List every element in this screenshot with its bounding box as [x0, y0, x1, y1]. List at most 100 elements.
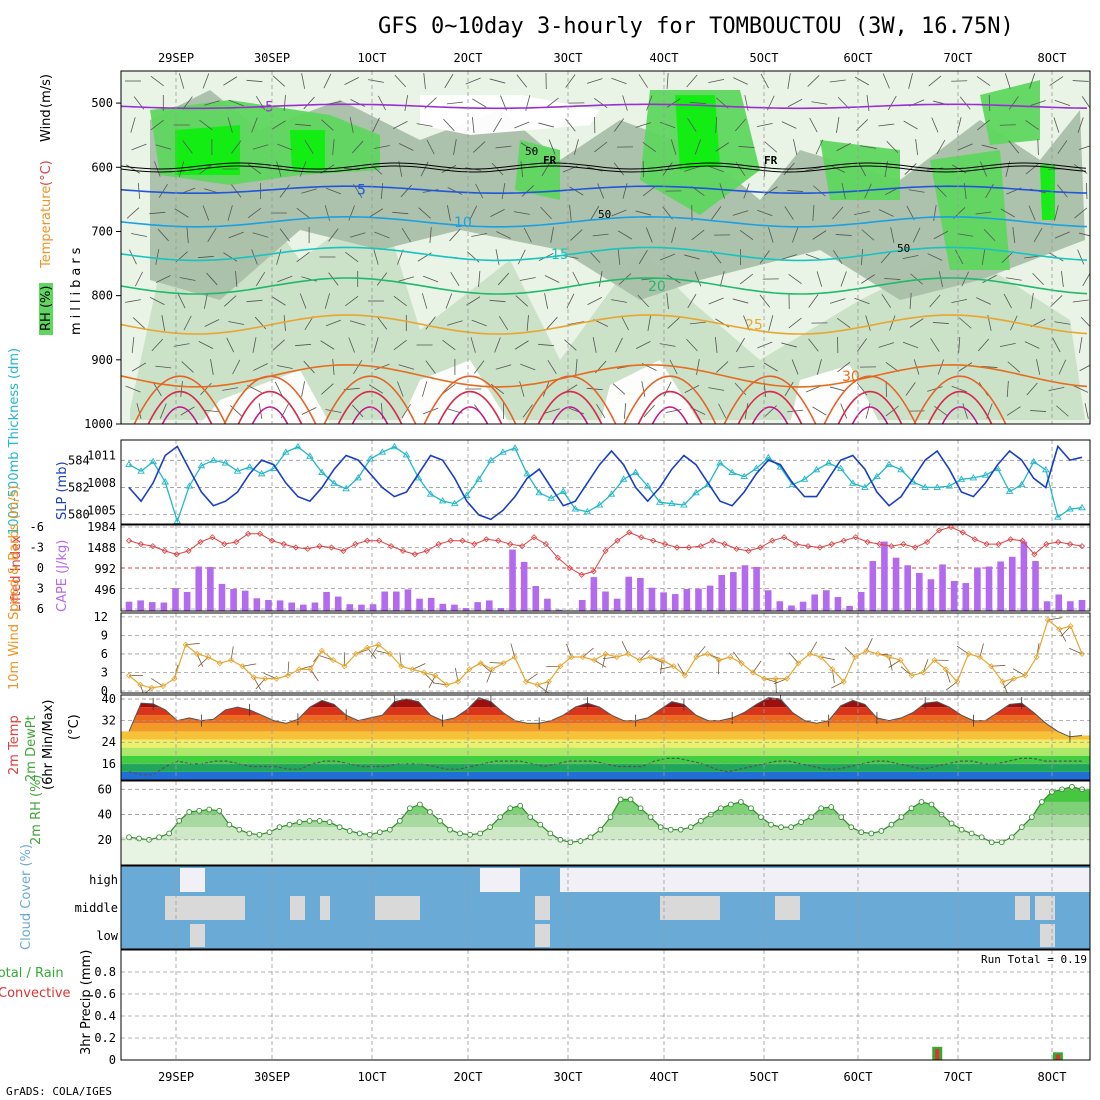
warm-isotherm-arc: [623, 375, 717, 424]
rh-point: [407, 805, 413, 812]
wind-10m-barb: [1060, 625, 1071, 637]
thickness-point: [619, 475, 628, 482]
wind-barb: [348, 337, 355, 353]
wind-barb: [183, 315, 192, 331]
rh-point: [888, 821, 895, 828]
wind-barb: [538, 343, 555, 347]
lifted-index-point: [757, 544, 764, 551]
wind-barb: [1006, 380, 1009, 398]
thickness-point: [643, 482, 652, 489]
wind-barb: [1000, 208, 1015, 218]
wind-barb: [521, 185, 534, 197]
cape-bar: [1043, 601, 1051, 611]
rh-point: [266, 829, 273, 836]
isotherm-label: 30: [842, 369, 860, 385]
wind-barb: [353, 360, 363, 374]
lifted-index-point: [566, 564, 573, 572]
wind-barb: [708, 165, 724, 173]
cloud-cell: [190, 924, 205, 947]
rh-point: [467, 831, 473, 838]
thickness-point: [245, 463, 254, 470]
wind-barb: [475, 183, 484, 199]
wind-barb: [1030, 293, 1034, 309]
wind-speed-point: [874, 650, 881, 657]
wind-barb: [332, 358, 335, 376]
wind-barb: [515, 295, 529, 307]
wind-barb: [856, 338, 868, 352]
rh-point: [567, 839, 574, 846]
wind-barb: [1077, 249, 1085, 265]
wind-barb: [816, 271, 823, 287]
wind-barb: [781, 342, 797, 348]
wind-speed-point: [454, 678, 462, 685]
rh-shade-region: [1040, 165, 1055, 220]
lifted-index-point: [495, 537, 502, 544]
cape-tick-label: 992: [94, 562, 116, 576]
warm-isotherm-arc: [133, 375, 227, 424]
cape-bar: [300, 604, 307, 611]
wind-barb: [854, 210, 870, 216]
temp-2m-label: 2m Temp: [7, 715, 22, 775]
wind-barb: [380, 182, 384, 200]
thickness-point: [1066, 505, 1074, 512]
cape-bar: [764, 590, 772, 611]
lifted-index-point: [483, 536, 490, 543]
temperature-axis-label: Temperature: [39, 186, 54, 269]
wind-barb: [131, 233, 147, 237]
warm-isotherm-arc: [737, 390, 803, 424]
wind-barb: [204, 100, 220, 106]
wind-barb: [202, 73, 210, 89]
wind-barb: [423, 73, 426, 89]
wind-speed-point: [954, 678, 961, 685]
precipitation-panel: 0 0.2 0.4 0.6 0.8 Run Total = 0.19: [94, 949, 1091, 1067]
thickness-point: [559, 487, 568, 494]
wind-barb: [398, 276, 415, 282]
wind-barb: [1030, 100, 1046, 106]
wind-barb: [350, 99, 366, 107]
thickness-point: [680, 501, 688, 508]
wind-barb: [228, 231, 244, 239]
wind-barb: [1006, 406, 1021, 416]
wind-barb: [1054, 205, 1059, 221]
thickness-point: [728, 468, 736, 475]
cape-bar: [218, 583, 226, 611]
wind-barb: [301, 381, 306, 397]
rh-point: [697, 817, 704, 824]
wind-barb: [522, 404, 533, 418]
wind-grid: [121, 613, 1090, 693]
wind-barb: [739, 273, 754, 285]
wind-speed-point: [591, 657, 598, 664]
cape-bar: [904, 565, 911, 611]
wind-barb: [957, 143, 973, 151]
wind-axis-label: Wind: [39, 109, 54, 142]
thickness-point: [402, 451, 411, 458]
cape-bar: [578, 599, 586, 611]
pressure-ticks: 500 600 700 800 900 1000: [84, 96, 121, 431]
wind-10m-barb: [639, 649, 650, 661]
wind-barb: [228, 99, 244, 107]
rh-point: [988, 839, 995, 846]
thickness-point: [668, 499, 676, 507]
rh-shade-region: [400, 360, 510, 424]
rh-point: [878, 828, 885, 834]
cape-bar: [881, 541, 888, 611]
wind-barb: [1057, 184, 1068, 198]
thickness-line: [128, 446, 1083, 524]
wind-barb: [378, 95, 386, 111]
wind-barb: [564, 339, 577, 351]
wind-barb: [739, 229, 754, 241]
wind-barb: [932, 322, 949, 324]
rh-point: [316, 817, 323, 824]
wind-barb: [686, 338, 698, 352]
cape-bar: [602, 591, 609, 611]
pressure-tick-label: 1000: [84, 417, 113, 431]
cape-bar: [404, 589, 412, 611]
wind-barb: [835, 234, 852, 236]
wind-barb: [977, 119, 990, 131]
wind-barb: [719, 271, 725, 287]
lifted-index-point: [959, 529, 966, 536]
wind-barb: [397, 381, 404, 397]
cape-bar: [1055, 594, 1063, 611]
wind-barb: [161, 315, 166, 331]
rh-point: [437, 817, 443, 824]
